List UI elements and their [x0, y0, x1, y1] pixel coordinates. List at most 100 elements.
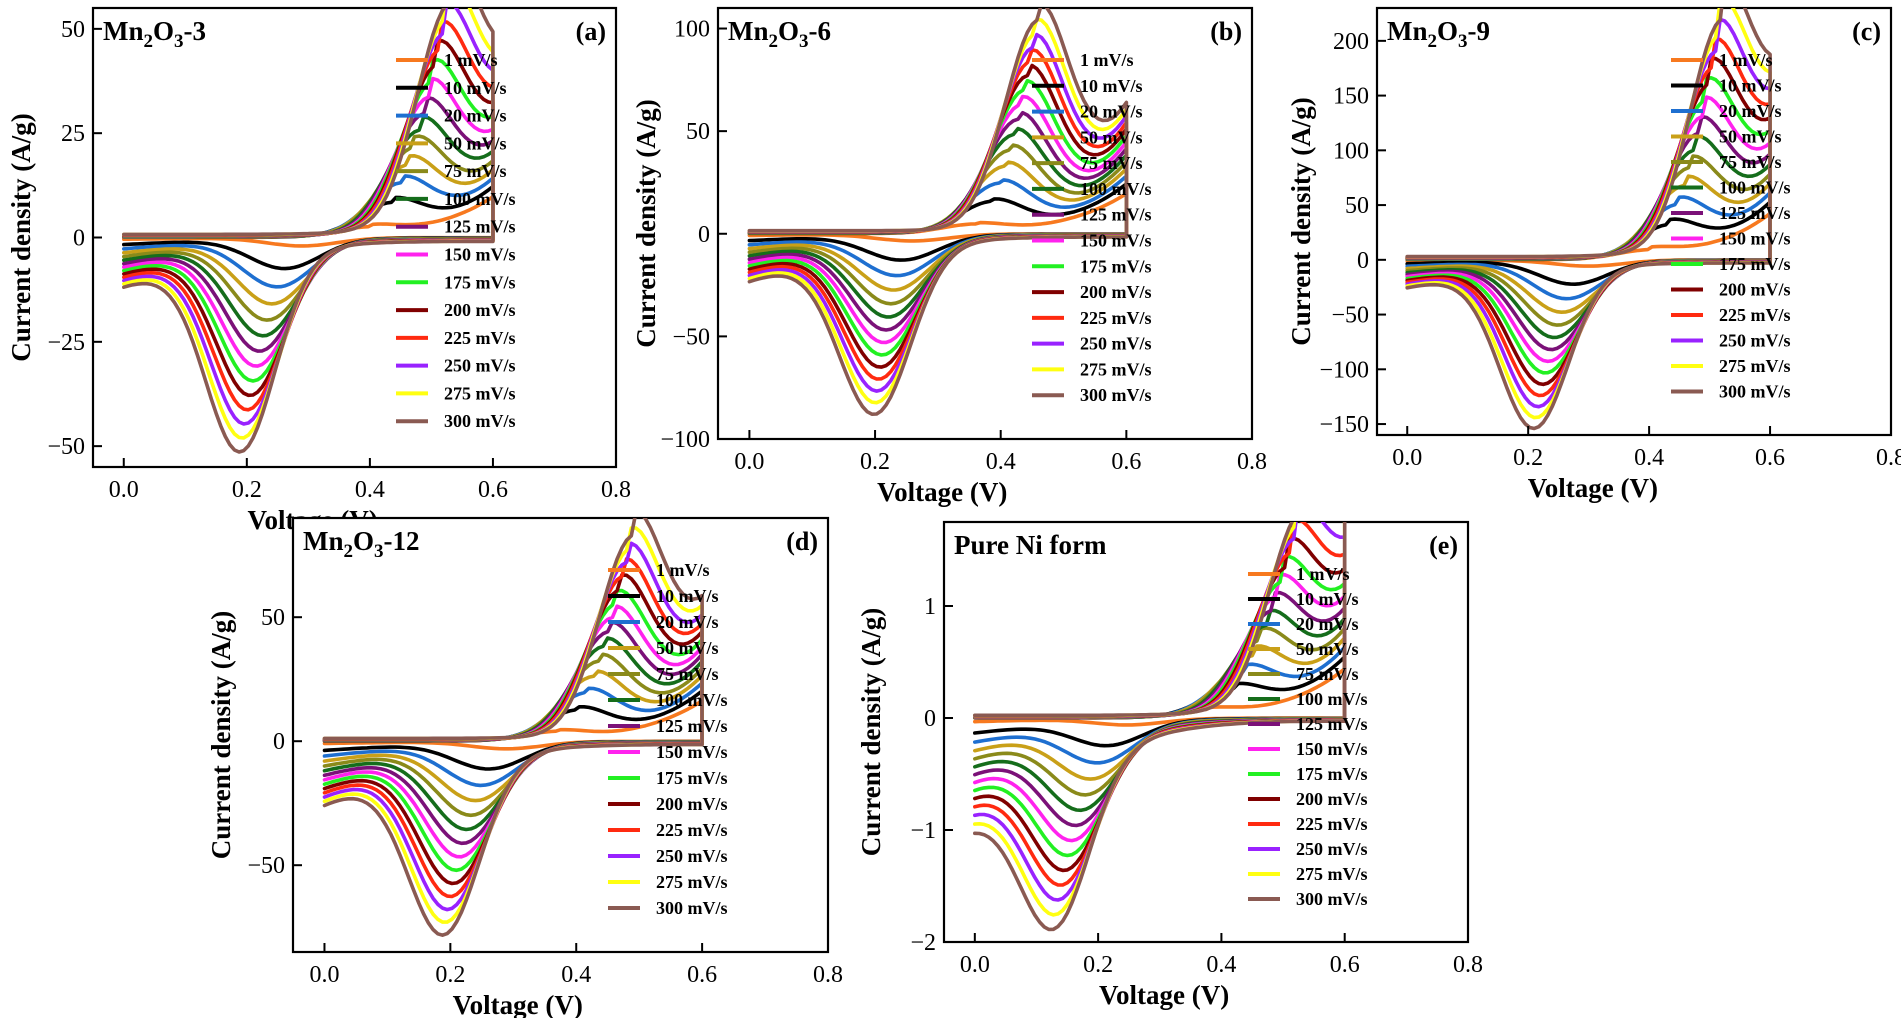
- y-axis-label: Current density (A/g): [1286, 97, 1316, 345]
- y-tick-label: 1: [924, 594, 936, 620]
- x-tick-label: 0.6: [478, 477, 508, 503]
- x-tick-label: 0.6: [1111, 449, 1141, 475]
- legend-entry: 75 mV/s: [656, 664, 719, 684]
- plot-frame: [942, 520, 1470, 944]
- x-tick-label: 0.2: [1513, 445, 1543, 471]
- legend-entry: 175 mV/s: [444, 272, 516, 292]
- x-axis-label: Voltage (V): [877, 477, 1007, 507]
- panel-tag: (e): [1429, 531, 1458, 560]
- y-tick-label: −100: [660, 427, 710, 453]
- x-tick-label: 0.0: [309, 962, 339, 988]
- title-subscript: 3: [799, 31, 809, 52]
- x-tick-label: 0.8: [1237, 449, 1267, 475]
- title-subscript: 3: [374, 541, 384, 562]
- y-tick-label: 50: [686, 119, 710, 145]
- panel-d: 0.0 0.2 0.4 0.6 0.8 −50 0 50 Voltage (V) Current …: [206, 516, 843, 1018]
- x-tick-label: 0.8: [813, 962, 843, 988]
- legend-entry: 100 mV/s: [656, 690, 728, 710]
- plot-frame: [1375, 6, 1893, 437]
- legend-entry: 150 mV/s: [1080, 231, 1152, 251]
- legend-entry: 125 mV/s: [1080, 205, 1152, 225]
- title-part: Mn: [728, 16, 769, 46]
- x-tick-label: 0.2: [1083, 952, 1113, 978]
- y-tick-label: 100: [1333, 138, 1369, 164]
- legend-entry: 300 mV/s: [1719, 382, 1791, 402]
- title-part: Mn: [1387, 16, 1428, 46]
- panel-title: Pure Ni form: [954, 530, 1107, 560]
- title-part: O: [153, 16, 174, 46]
- legend-entry: 20 mV/s: [1719, 101, 1782, 121]
- legend-entry: 275 mV/s: [1296, 864, 1368, 884]
- legend-entry: 150 mV/s: [1296, 739, 1368, 759]
- x-tick-label: 0.0: [1392, 445, 1422, 471]
- curves: [747, 8, 1129, 416]
- legend-entry: 250 mV/s: [444, 356, 516, 376]
- legend-entry: 1 mV/s: [656, 560, 710, 580]
- legend-entry: 100 mV/s: [1719, 178, 1791, 198]
- legend-entry: 1 mV/s: [1080, 50, 1134, 70]
- y-axis-label: Current density (A/g): [631, 99, 661, 347]
- x-tick-label: 0.4: [1634, 445, 1664, 471]
- panel-tag: (a): [576, 17, 606, 46]
- y-axis-label: Current density (A/g): [6, 113, 36, 361]
- legend-entry: 10 mV/s: [656, 586, 719, 606]
- legend-entry: 300 mV/s: [1080, 385, 1152, 405]
- y-axis-label: Current density (A/g): [856, 608, 886, 856]
- legend-entry: 250 mV/s: [1719, 331, 1791, 351]
- x-tick-label: 0.4: [986, 449, 1016, 475]
- title-part: O: [353, 526, 374, 556]
- curves: [322, 518, 704, 937]
- x-tick-label: 0.2: [232, 477, 262, 503]
- title-part: Pure Ni form: [954, 530, 1107, 560]
- legend-entry: 125 mV/s: [444, 217, 516, 237]
- x-tick-label: 0.8: [601, 477, 631, 503]
- panel-title: Mn2O3-6: [728, 16, 831, 52]
- curves: [122, 8, 495, 454]
- y-tick-label: 0: [1357, 248, 1369, 274]
- x-tick-label: 0.0: [960, 952, 990, 978]
- legend-entry: 175 mV/s: [1296, 764, 1368, 784]
- title-subscript: 2: [344, 541, 354, 562]
- x-tick-label: 0.8: [1453, 952, 1483, 978]
- title-part: -12: [384, 526, 420, 556]
- y-tick-label: −50: [672, 324, 710, 350]
- title-subscript: 2: [144, 31, 154, 52]
- legend-entry: 275 mV/s: [444, 383, 516, 403]
- x-axis-label: Voltage (V): [453, 990, 583, 1018]
- panel-title: Mn2O3-3: [103, 16, 206, 52]
- panel-b: 0.0 0.2 0.4 0.6 0.8 −100 −50 0 50 100 Voltage (V) C…: [631, 6, 1267, 507]
- title-part: -3: [184, 16, 207, 46]
- panel-tag: (b): [1210, 17, 1242, 46]
- panel-tag: (d): [786, 527, 818, 556]
- legend-entry: 50 mV/s: [1080, 127, 1143, 147]
- legend-entry: 50 mV/s: [1296, 639, 1359, 659]
- legend-entry: 300 mV/s: [656, 898, 728, 918]
- curves: [973, 522, 1347, 932]
- y-tick-label: −50: [1331, 303, 1369, 329]
- legend-entry: 75 mV/s: [1719, 152, 1782, 172]
- y-tick-label: −100: [1319, 357, 1369, 383]
- legend-entry: 75 mV/s: [1080, 153, 1143, 173]
- x-tick-label: 0.2: [435, 962, 465, 988]
- legend-entry: 1 mV/s: [1719, 50, 1773, 70]
- legend-entry: 125 mV/s: [656, 716, 728, 736]
- legend-entry: 225 mV/s: [1296, 814, 1368, 834]
- title-subscript: 3: [1458, 31, 1468, 52]
- panel-title: Mn2O3-9: [1387, 16, 1490, 52]
- legend-entry: 275 mV/s: [656, 872, 728, 892]
- title-part: Mn: [303, 526, 344, 556]
- panel-e: 0.0 0.2 0.4 0.6 0.8 −2 −1 0 1 Voltage (V) Current …: [856, 520, 1483, 1010]
- legend-entry: 100 mV/s: [1296, 689, 1368, 709]
- x-tick-label: 0.6: [1330, 952, 1360, 978]
- legend-entry: 275 mV/s: [1719, 356, 1791, 376]
- panel-title: Mn2O3-12: [303, 526, 420, 562]
- y-tick-label: 200: [1333, 29, 1369, 55]
- y-tick-label: −25: [47, 330, 85, 356]
- legend-entry: 175 mV/s: [1719, 254, 1791, 274]
- legend-entry: 1 mV/s: [1296, 564, 1350, 584]
- title-part: O: [778, 16, 799, 46]
- legend-entry: 20 mV/s: [656, 612, 719, 632]
- legend-entry: 225 mV/s: [656, 820, 728, 840]
- title-subscript: 2: [769, 31, 779, 52]
